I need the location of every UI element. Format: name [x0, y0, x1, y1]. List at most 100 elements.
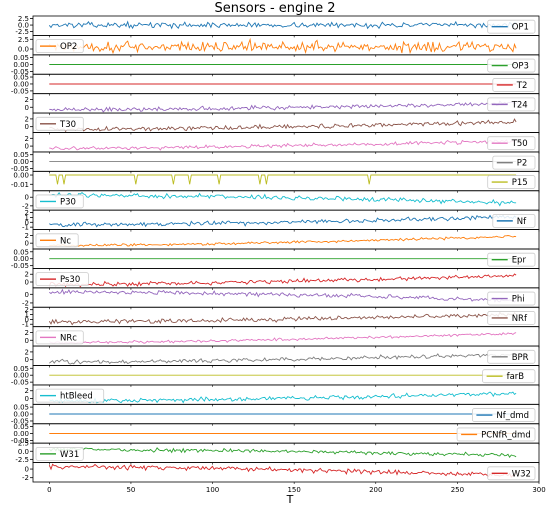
legend-epr: Epr	[487, 252, 536, 267]
legend-box	[492, 155, 536, 170]
panel-op1: 2.50.0-2.5 OP1	[15, 15, 540, 38]
y-tick-label: 0.0	[18, 46, 29, 54]
legend-label: Nf_dmd	[496, 411, 529, 421]
legend-label: Nc	[60, 236, 71, 246]
series-line-htbleed	[49, 391, 517, 404]
x-tick-label: 50	[126, 486, 135, 494]
x-tick-label: 250	[451, 486, 464, 494]
legend-w32: W32	[487, 466, 536, 481]
y-tick-label: 0	[25, 291, 29, 299]
legend-label: BPR	[512, 353, 529, 363]
legend-label: OP2	[60, 42, 77, 52]
y-tick-label: 2	[25, 232, 29, 240]
legend-box	[492, 213, 536, 228]
y-tick-label: 0	[25, 337, 29, 345]
panel-w32: 0-2 W32	[22, 462, 540, 484]
legend-box	[487, 311, 536, 325]
x-tick-label: 100	[206, 486, 219, 494]
series-line-nf	[49, 214, 517, 228]
legend-label: Phi	[512, 295, 525, 305]
panel-ps30: 20 Ps30	[25, 268, 540, 290]
legend-label: P30	[60, 197, 76, 207]
panel-pcnfr-dmd: 0.050.00-0.05 PCNfR_dmd	[11, 423, 540, 446]
y-tick-label: 1	[25, 214, 29, 222]
y-tick-label: 0.00	[13, 172, 29, 180]
y-tick-label: -2.5	[15, 28, 29, 36]
y-tick-label: 2.5	[18, 15, 29, 23]
panel-frame	[32, 170, 540, 192]
y-tick-label: -2.5	[15, 456, 29, 464]
y-tick-label: 0.05	[13, 404, 29, 412]
panel-htbleed: 20 htBleed	[25, 384, 540, 407]
y-tick-label: 0.05	[13, 54, 29, 62]
x-tick-label: 300	[532, 486, 545, 494]
y-tick-label: -2	[22, 202, 29, 210]
panel-op3: 0.050.00-0.05 OP3	[11, 54, 540, 77]
series-line-w31	[48, 446, 517, 459]
panel-nrc: 20 NRc	[25, 326, 540, 349]
legend-w31: W31	[35, 446, 84, 461]
y-tick-label: -0.05	[11, 262, 29, 270]
y-tick-label: 2	[25, 209, 29, 217]
legend-op1: OP1	[487, 19, 536, 34]
y-tick-label: 0	[25, 194, 29, 202]
legend-box	[35, 39, 84, 54]
panel-epr: 0.050.00-0.05 Epr	[11, 248, 540, 271]
legend-box	[35, 233, 79, 248]
legend-bpr: BPR	[487, 349, 536, 364]
legend-label: P15	[512, 178, 528, 188]
legend-label: htBleed	[60, 392, 93, 402]
legend-t2: T2	[492, 78, 536, 92]
y-tick-label: 2.5	[18, 440, 29, 448]
panel-nrf: 210-1 NRf	[22, 306, 540, 329]
panel-frame	[32, 287, 540, 308]
y-tick-label: 0.05	[13, 74, 29, 82]
panel-nc: 20 Nc	[25, 229, 540, 251]
legend-label: T24	[511, 100, 528, 110]
y-tick-label: 0	[25, 395, 29, 403]
y-tick-label: -0.05	[11, 87, 29, 95]
legend-label: Epr	[512, 256, 527, 266]
y-tick-label: 0.0	[18, 448, 29, 456]
x-tick-label: 200	[369, 486, 382, 494]
panel-t50: 20 T50	[25, 132, 540, 154]
panel-frame	[32, 268, 540, 289]
y-tick-label: -0.05	[11, 437, 29, 445]
legend-label: Nf	[517, 217, 527, 227]
legend-label: T2	[516, 81, 528, 91]
legend-label: W32	[512, 469, 531, 479]
legend-label: W31	[60, 450, 79, 460]
legend-box	[35, 388, 105, 403]
y-tick-label: 2	[25, 329, 29, 337]
series-line-w32	[48, 463, 517, 478]
y-tick-label: 2.5	[18, 36, 29, 44]
y-tick-label: -0.05	[11, 379, 29, 387]
y-tick-label: 0	[25, 466, 29, 474]
y-tick-label: 0	[25, 104, 29, 112]
legend-pcnfr-dmd: PCNfR_dmd	[456, 427, 536, 442]
y-tick-label: 0	[25, 143, 29, 151]
y-tick-label: 0	[25, 316, 29, 324]
legend-ps30: Ps30	[35, 272, 89, 287]
legend-label: OP1	[512, 23, 529, 33]
panel-t2: 0.050.00-0.05 T2	[11, 74, 540, 96]
y-tick-label: 0	[25, 356, 29, 364]
legend-p30: P30	[35, 194, 84, 209]
legend-box	[35, 446, 84, 461]
y-tick-label: 0.0	[18, 22, 29, 30]
panel-op2: 2.5 0.0 OP2	[18, 35, 540, 57]
series-line-t50	[49, 139, 517, 151]
y-tick-label: -2	[22, 474, 29, 482]
panel-frame	[32, 462, 540, 483]
legend-p15: P15	[487, 175, 536, 189]
y-tick-label: 0.00	[13, 158, 29, 166]
legend-label: NRc	[60, 333, 77, 343]
chart-title: Sensors - engine 2	[214, 1, 336, 16]
y-tick-label: -2	[22, 299, 29, 307]
series-line-nrc	[49, 332, 517, 345]
legend-nrf: NRf	[487, 311, 536, 325]
y-tick-label: 0	[25, 240, 29, 248]
y-tick-label: -0.05	[11, 165, 29, 173]
y-tick-label: -0.05	[11, 417, 29, 425]
